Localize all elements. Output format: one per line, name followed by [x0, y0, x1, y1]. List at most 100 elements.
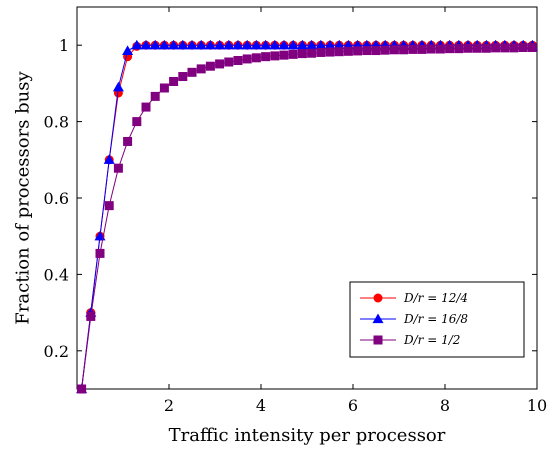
data-point — [279, 50, 289, 60]
data-point — [325, 47, 335, 57]
data-point — [242, 54, 252, 64]
data-point — [149, 39, 161, 50]
data-point — [250, 39, 262, 50]
y-tick-label: 0.4 — [44, 265, 69, 284]
data-point — [472, 43, 482, 53]
data-point — [187, 67, 197, 77]
data-point — [399, 45, 409, 55]
y-tick-label: 1 — [59, 36, 69, 55]
data-point — [408, 44, 418, 54]
legend-label: D/r = 1/2 — [403, 333, 460, 347]
data-point — [86, 311, 96, 321]
data-point — [141, 102, 151, 112]
data-point — [113, 163, 123, 173]
data-point — [122, 45, 134, 56]
data-point — [214, 39, 226, 50]
data-point — [241, 39, 253, 50]
data-point — [481, 43, 491, 53]
data-point — [297, 49, 307, 59]
data-point — [417, 44, 427, 54]
y-axis-label: Fraction of processors busy — [12, 70, 33, 324]
data-point — [333, 39, 345, 50]
data-point — [334, 47, 344, 57]
data-point — [177, 39, 189, 50]
legend-entry: D/r = 12/4 — [360, 291, 468, 305]
data-point — [204, 39, 216, 50]
data-point — [270, 51, 280, 61]
data-point — [324, 39, 336, 50]
data-point — [491, 43, 501, 53]
data-point — [103, 154, 115, 164]
data-point — [315, 39, 327, 50]
x-tick-label: 2 — [164, 396, 174, 415]
legend-entry: D/r = 1/2 — [360, 333, 460, 347]
data-point — [278, 39, 290, 50]
data-point — [527, 42, 537, 52]
data-point — [251, 53, 261, 63]
legend-entry: D/r = 16/8 — [360, 312, 468, 326]
data-point — [269, 39, 281, 50]
axis-ticks — [77, 7, 538, 389]
data-point — [435, 44, 445, 54]
data-point — [445, 44, 455, 54]
data-point — [195, 39, 207, 50]
data-point — [233, 55, 243, 65]
data-point — [132, 117, 142, 127]
legend-marker — [373, 335, 383, 345]
x-tick-label: 8 — [440, 396, 450, 415]
data-point — [316, 47, 326, 57]
data-point — [353, 46, 363, 56]
data-point — [500, 43, 510, 53]
y-tick-label: 0.6 — [44, 189, 69, 208]
data-point — [104, 201, 114, 211]
data-point — [463, 43, 473, 53]
data-point — [168, 39, 180, 50]
data-point — [112, 81, 124, 92]
data-point — [371, 46, 381, 56]
data-point — [95, 248, 105, 258]
data-point — [288, 49, 298, 59]
data-point — [380, 45, 390, 55]
data-point — [159, 83, 169, 93]
data-point — [186, 39, 198, 50]
y-tick-label: 0.2 — [44, 342, 69, 361]
data-point — [178, 72, 188, 82]
data-point — [296, 39, 308, 50]
legend: D/r = 12/4 D/r = 16/8 D/r = 1/2 — [349, 281, 525, 358]
data-point — [389, 45, 399, 55]
legend-label: D/r = 12/4 — [403, 291, 468, 305]
data-point — [343, 46, 353, 56]
data-point — [215, 59, 225, 69]
data-point — [140, 39, 152, 50]
x-axis-label: Traffic intensity per processor — [169, 425, 446, 446]
data-point — [223, 39, 235, 50]
data-point — [123, 136, 133, 146]
data-point — [224, 57, 234, 67]
legend-marker — [372, 313, 384, 324]
data-point — [306, 39, 318, 50]
x-tick-label: 10 — [527, 396, 547, 415]
data-point — [131, 39, 143, 50]
data-point — [158, 39, 170, 50]
legend-marker — [373, 293, 383, 303]
x-tick-label: 6 — [348, 396, 358, 415]
data-point — [509, 43, 519, 53]
series-2 — [77, 42, 537, 394]
legend-label: D/r = 16/8 — [403, 312, 468, 326]
data-point — [287, 39, 299, 50]
data-point — [426, 44, 436, 54]
x-tick-label: 4 — [256, 396, 266, 415]
series-layer — [76, 39, 538, 394]
data-point — [232, 39, 244, 50]
tick-labels: 2 4 6 8 10 0.2 0.4 0.6 0.8 1 — [44, 36, 548, 415]
data-point — [260, 39, 272, 50]
data-point — [169, 76, 179, 86]
data-point — [150, 91, 160, 101]
data-point — [205, 61, 215, 71]
data-point — [77, 384, 87, 394]
data-point — [307, 48, 317, 58]
data-point — [261, 52, 271, 62]
data-point — [518, 42, 528, 52]
y-tick-label: 0.8 — [44, 113, 69, 132]
